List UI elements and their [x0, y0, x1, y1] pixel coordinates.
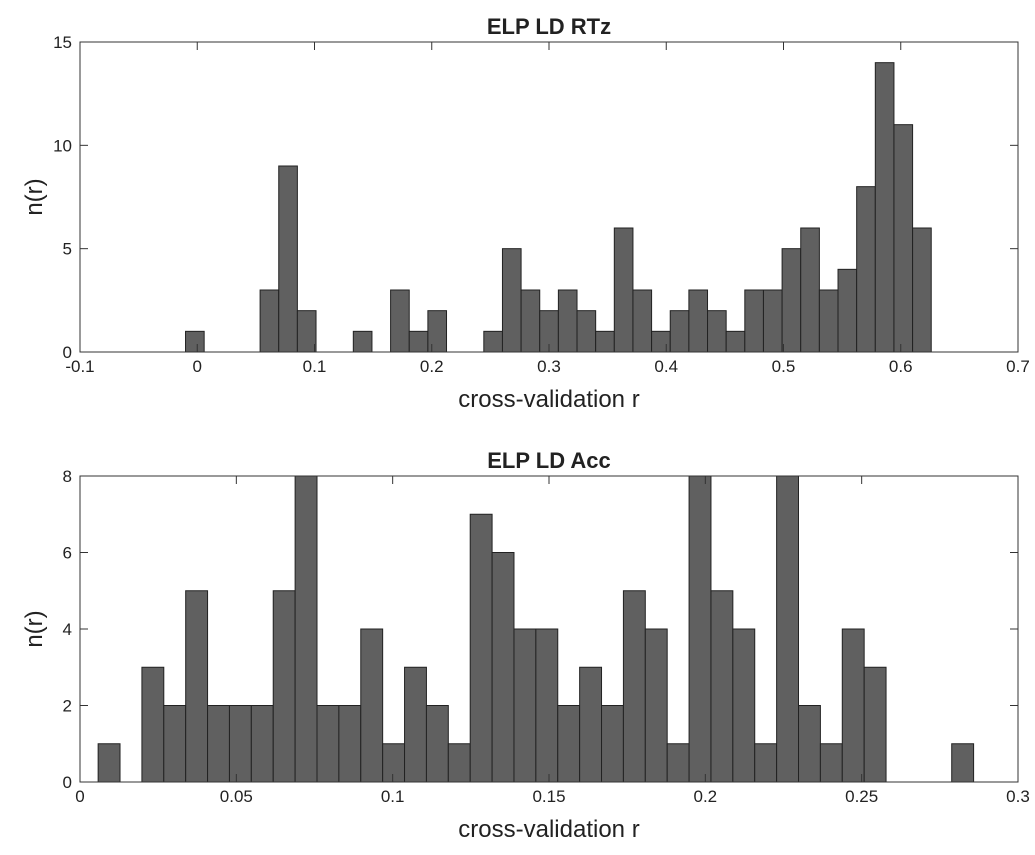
bar: [520, 289, 541, 353]
x-tick-label: 0.5: [772, 357, 796, 376]
bar: [382, 743, 406, 783]
bar: [483, 330, 503, 353]
bar: [725, 330, 746, 353]
y-tick-label: 0: [63, 773, 72, 792]
bar: [856, 186, 876, 353]
bar: [557, 289, 578, 353]
bar: [841, 628, 865, 783]
bar: [863, 666, 887, 783]
bar: [781, 248, 802, 353]
y-tick-label: 5: [63, 240, 72, 259]
bar: [557, 705, 581, 783]
bar: [501, 248, 522, 353]
bar: [425, 705, 449, 783]
bar: [776, 475, 800, 783]
bar: [651, 330, 671, 353]
bar: [666, 743, 690, 783]
y-axis-label: n(r): [21, 610, 48, 647]
x-tick-label: 0.2: [694, 787, 718, 806]
bar: [404, 666, 427, 783]
bar: [754, 743, 778, 783]
y-tick-label: 2: [63, 697, 72, 716]
bar: [579, 666, 603, 783]
chart-title: ELP LD Acc: [487, 448, 610, 473]
bar: [576, 310, 597, 353]
bar: [632, 289, 653, 353]
bar: [707, 310, 727, 353]
y-tick-label: 0: [63, 343, 72, 362]
bar: [250, 705, 274, 783]
bar: [874, 62, 895, 353]
bar: [893, 124, 914, 353]
bar: [688, 289, 709, 353]
bar: [259, 289, 280, 353]
bar: [207, 705, 230, 783]
bar: [427, 310, 448, 353]
bar: [360, 628, 384, 783]
bar: [912, 227, 932, 353]
y-tick-label: 10: [53, 136, 72, 155]
bar: [744, 289, 764, 353]
bar: [595, 330, 615, 353]
y-tick-label: 4: [63, 620, 72, 639]
bar: [688, 475, 712, 783]
chart-title: ELP LD RTz: [487, 14, 611, 39]
x-tick-label: -0.1: [65, 357, 94, 376]
bar: [732, 628, 756, 783]
bar: [294, 475, 318, 783]
bar: [601, 705, 624, 783]
x-tick-label: 0.05: [220, 787, 253, 806]
bar: [185, 590, 209, 783]
bar: [296, 310, 317, 353]
bar: [316, 705, 340, 783]
bar: [447, 743, 471, 783]
x-tick-label: 0.4: [654, 357, 678, 376]
bar: [163, 705, 187, 783]
bar: [338, 705, 362, 783]
x-tick-label: 0.1: [381, 787, 405, 806]
y-tick-label: 8: [63, 467, 72, 486]
bar: [390, 289, 410, 353]
x-axis-label: cross-validation r: [458, 386, 639, 413]
x-tick-label: 0: [75, 787, 84, 806]
bar: [408, 330, 429, 353]
bar: [613, 227, 634, 353]
bar: [710, 590, 734, 783]
y-axis-label: n(r): [21, 178, 48, 215]
bar: [535, 628, 559, 783]
bar: [644, 628, 668, 783]
bar: [352, 330, 373, 353]
bar: [762, 289, 783, 353]
bar: [669, 310, 690, 353]
x-tick-label: 0.15: [532, 787, 565, 806]
bar: [185, 330, 205, 353]
bar: [818, 289, 839, 353]
bar: [228, 705, 252, 783]
y-tick-label: 15: [53, 33, 72, 52]
bar: [97, 743, 121, 783]
bar: [513, 628, 537, 783]
x-tick-label: 0.6: [889, 357, 913, 376]
y-tick-label: 6: [63, 544, 72, 563]
bar: [469, 513, 493, 783]
x-tick-label: 0.7: [1006, 357, 1030, 376]
bar: [272, 590, 296, 783]
bar: [622, 590, 646, 783]
bar: [491, 552, 515, 783]
bar: [800, 227, 820, 353]
x-tick-label: 0.25: [845, 787, 878, 806]
x-tick-label: 0: [193, 357, 202, 376]
x-tick-label: 0.3: [537, 357, 561, 376]
bar: [951, 743, 975, 783]
bar: [278, 165, 298, 353]
bar: [837, 268, 858, 353]
x-axis-label: cross-validation r: [458, 816, 639, 843]
x-tick-label: 0.2: [420, 357, 444, 376]
bar: [819, 743, 843, 783]
x-tick-label: 0.1: [303, 357, 327, 376]
bar: [141, 666, 165, 783]
x-tick-label: 0.3: [1006, 787, 1030, 806]
bar: [798, 705, 821, 783]
